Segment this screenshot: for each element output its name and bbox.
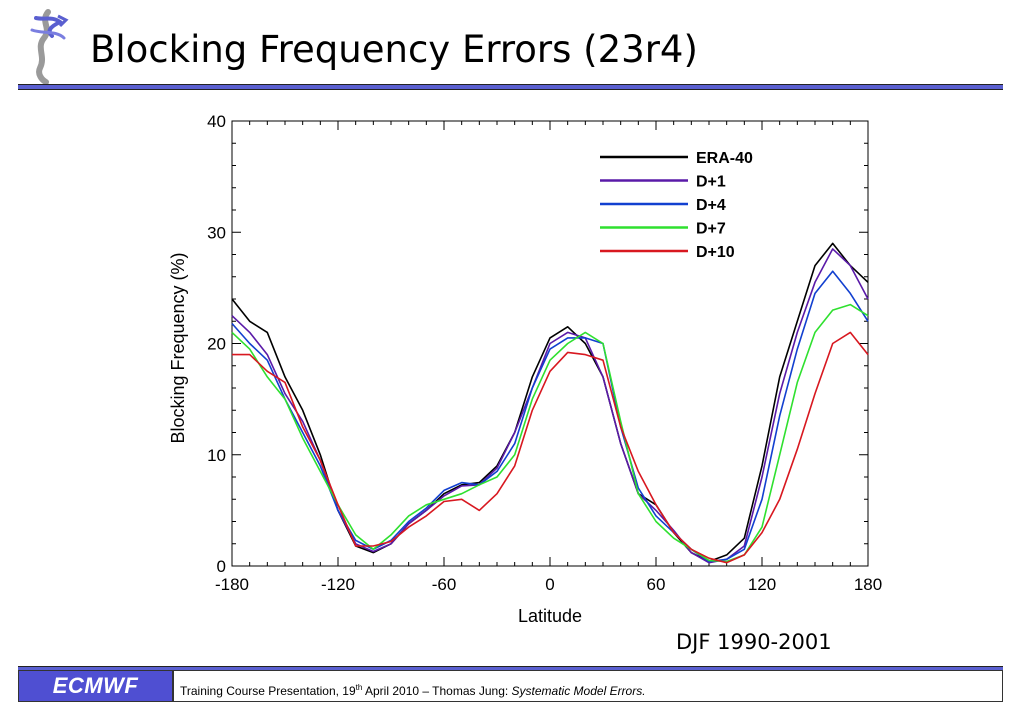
y-axis-label: Blocking Frequency (%) bbox=[168, 252, 188, 443]
x-axis-label: Latitude bbox=[518, 606, 582, 626]
series-line-d-1 bbox=[231, 248, 869, 564]
series-line-d-4 bbox=[231, 270, 869, 563]
x-tick-label: 180 bbox=[854, 575, 882, 594]
ecmwf-logo-text: ECMWF bbox=[52, 673, 139, 698]
x-tick-label: 60 bbox=[647, 575, 666, 594]
legend-label: D+4 bbox=[696, 197, 726, 214]
ecmwf-logo: ECMWF bbox=[18, 670, 173, 702]
x-tick-label: 120 bbox=[748, 575, 776, 594]
y-tick-label: 10 bbox=[207, 446, 226, 465]
legend-label: D+10 bbox=[696, 244, 735, 261]
legend-label: D+7 bbox=[696, 221, 726, 238]
y-tick-label: 0 bbox=[217, 557, 226, 576]
legend-label: D+1 bbox=[696, 174, 726, 191]
footer-credit-pre: Training Course Presentation, 19 bbox=[180, 684, 356, 698]
footer-credit-sup: th bbox=[355, 683, 363, 692]
period-label: DJF 1990-2001 bbox=[676, 630, 832, 654]
footer-credit: Training Course Presentation, 19th April… bbox=[180, 683, 646, 698]
x-tick-label: -60 bbox=[432, 575, 457, 594]
footer-bar bbox=[173, 670, 1003, 702]
x-tick-label: -120 bbox=[321, 575, 355, 594]
series-line-d-10 bbox=[232, 331, 869, 564]
x-tick-label: -180 bbox=[215, 575, 249, 594]
y-tick-label: 40 bbox=[207, 112, 226, 131]
ecmwf-emblem-icon bbox=[30, 9, 69, 84]
page-title: Blocking Frequency Errors (23r4) bbox=[90, 28, 698, 71]
legend-label: ERA-40 bbox=[696, 150, 753, 167]
y-tick-label: 20 bbox=[207, 335, 226, 354]
footer-credit-mid: April 2010 – Thomas Jung: bbox=[362, 684, 512, 698]
footer-credit-italic: Systematic Model Errors. bbox=[511, 684, 646, 698]
y-tick-label: 30 bbox=[207, 223, 226, 242]
header-divider bbox=[18, 84, 1003, 90]
x-tick-label: 0 bbox=[545, 575, 554, 594]
